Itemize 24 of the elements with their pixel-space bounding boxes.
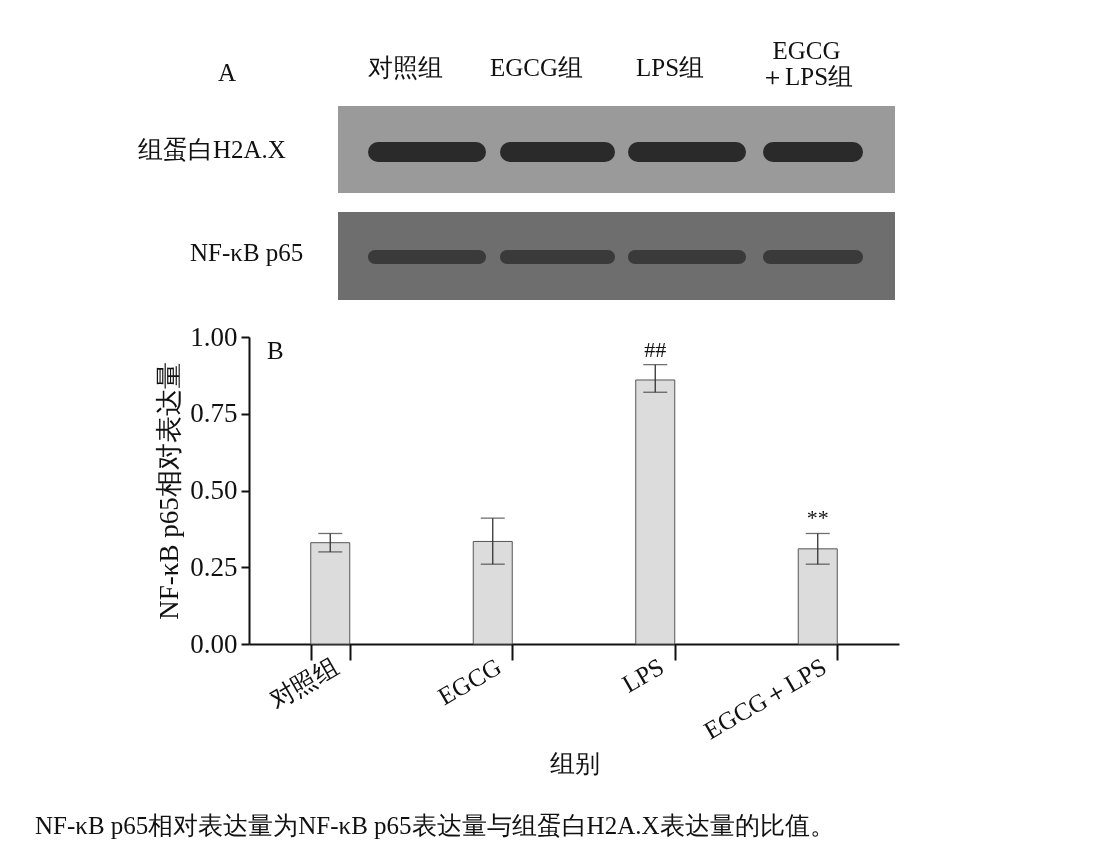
bar: [472, 540, 513, 645]
y-tick-label: 1.00: [190, 321, 238, 352]
text: 组蛋白H2A.X: [138, 136, 286, 164]
bar: [310, 542, 351, 645]
y-tick-label: 0.25: [190, 551, 238, 582]
text: 对照组: [368, 54, 443, 82]
bar: [635, 379, 676, 645]
y-tick-label: 0.00: [190, 628, 238, 659]
y-axis-title: NF-κB p65相对表达量: [154, 362, 185, 620]
text: A: [218, 59, 237, 87]
annotation: ##: [644, 336, 667, 362]
y-tick-label: 0.50: [190, 475, 238, 505]
text: EGCG ＋LPS组: [760, 37, 854, 91]
text: EGCG组: [490, 54, 584, 82]
text: NF-κB p65: [190, 239, 304, 267]
text: NF-κB p65相对表达量为NF-κB p65表达量与组蛋白H2A.X表达量的比值。: [35, 812, 835, 840]
y-tick-label: 0.75: [190, 398, 238, 429]
bar: [797, 548, 838, 645]
x-tick-label: LPS: [617, 652, 669, 698]
x-axis-title: 组别: [549, 750, 600, 778]
text: LPS组: [636, 54, 705, 82]
annotation: **: [806, 505, 829, 531]
annotation: B: [267, 337, 284, 364]
x-tick-label: 对照组: [264, 652, 344, 714]
